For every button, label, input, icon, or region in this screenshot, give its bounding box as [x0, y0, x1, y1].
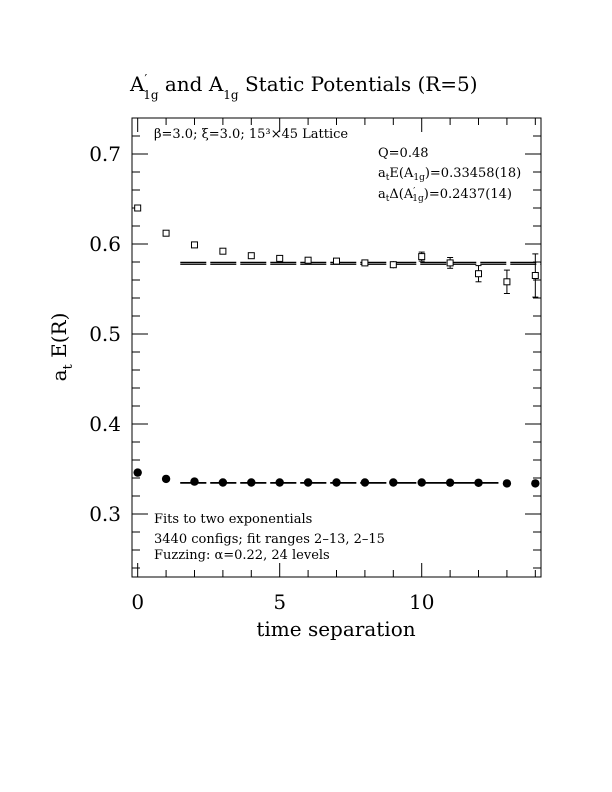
- data-point-square: [162, 229, 170, 237]
- y-tick-label: 0.7: [89, 142, 121, 166]
- data-points: [133, 204, 540, 488]
- data-point-circle: [332, 478, 341, 487]
- data-point-circle: [389, 478, 398, 487]
- data-point-circle: [218, 478, 228, 487]
- data-point-square: [418, 253, 426, 261]
- chart-title: A′ 1g and A1g Static Potentials (R=5): [129, 72, 478, 102]
- x-tick-label: 5: [273, 590, 286, 614]
- q-annotation: Q=0.48: [378, 146, 429, 161]
- data-point-square: [389, 261, 397, 269]
- data-point-square: [531, 272, 539, 279]
- x-tick-label: 10: [409, 590, 434, 614]
- fits-annotation: Fits to two exponentials: [154, 512, 312, 527]
- lattice-annotation: β=3.0; ξ=3.0; 15³×45 Lattice: [154, 127, 348, 142]
- axis-tick-labels: 0 5 10 0.3 0.4 0.5 0.6 0.7: [89, 142, 434, 614]
- data-point-square: [333, 257, 340, 265]
- data-point-circle: [303, 478, 313, 487]
- data-point-circle: [531, 479, 540, 488]
- energy-annotation: atE(A1g)=0.33458(18): [378, 166, 521, 183]
- data-point-circle: [161, 474, 171, 484]
- data-point-square: [134, 204, 142, 212]
- data-point-circle: [502, 479, 512, 488]
- data-point-circle: [133, 468, 142, 477]
- y-axis-label: at E(R): [47, 313, 76, 382]
- y-tick-label: 0.3: [89, 502, 121, 526]
- y-tick-label: 0.6: [89, 232, 121, 256]
- x-axis-label: time separation: [256, 617, 415, 641]
- data-point-circle: [190, 477, 199, 486]
- data-point-circle: [445, 478, 455, 487]
- data-point-circle: [275, 478, 284, 487]
- data-point-square: [503, 278, 511, 286]
- data-point-square: [475, 270, 483, 278]
- data-point-square: [190, 241, 198, 249]
- x-tick-label: 0: [131, 590, 144, 614]
- data-point-circle: [360, 478, 370, 487]
- data-point-square: [247, 252, 255, 260]
- data-point-circle: [417, 478, 426, 487]
- fuzzing-annotation: Fuzzing: α=0.22, 24 levels: [154, 548, 330, 563]
- data-point-square: [446, 259, 454, 267]
- data-point-square: [304, 256, 312, 264]
- data-point-square: [276, 254, 284, 262]
- fit-bands: [180, 261, 541, 484]
- axis-ticks: [132, 117, 541, 577]
- data-point-square: [361, 259, 369, 267]
- delta-annotation: atΔ(A′ 1g)=0.2437(14): [378, 187, 512, 204]
- configs-annotation: 3440 configs; fit ranges 2–13, 2–15: [154, 532, 385, 547]
- y-tick-label: 0.4: [89, 412, 121, 436]
- data-point-circle: [474, 478, 483, 487]
- y-tick-label: 0.5: [89, 322, 121, 346]
- data-point-circle: [247, 478, 256, 487]
- data-point-square: [219, 247, 227, 255]
